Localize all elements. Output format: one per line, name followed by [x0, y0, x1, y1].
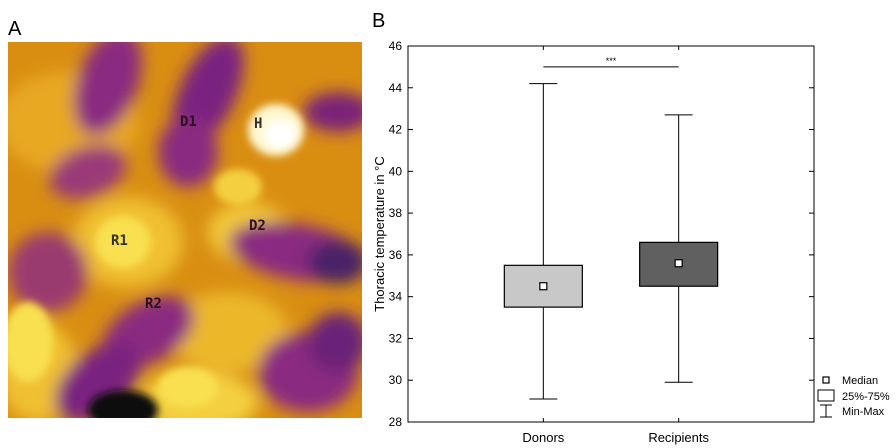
y-tick-label-30: 30 — [389, 373, 403, 387]
boxplot-chart: 28 30 32 34 36 38 40 42 44 46 Donors Recipients *** T… — [372, 39, 890, 445]
y-tick-label-46: 46 — [389, 39, 403, 53]
legend-median-symbol — [822, 376, 830, 384]
y-tick-label-32: 32 — [389, 331, 403, 345]
legend-iqr-label: 25%-75% — [842, 391, 890, 403]
y-tick-label-28: 28 — [389, 415, 403, 429]
recipients-category-label: Recipients — [648, 430, 709, 445]
thermal-label-r2: R2 — [145, 296, 162, 312]
y-tick-label-36: 36 — [389, 248, 403, 262]
y-tick-label-42: 42 — [389, 123, 403, 137]
y-tick-label-44: 44 — [389, 81, 403, 95]
y-tick-label-38: 38 — [389, 206, 403, 220]
legend-minmax-label: Min-Max — [842, 406, 885, 418]
thermal-label-h: H — [254, 116, 263, 132]
legend-iqr-symbol — [817, 389, 835, 402]
panel-a-letter: A — [8, 18, 22, 40]
y-tick-label-40: 40 — [389, 164, 403, 178]
thermal-label-d2: D2 — [249, 218, 266, 234]
y-axis-label: Thoracic temperature in °C — [372, 156, 387, 311]
thermal-label-r1: R1 — [111, 233, 128, 249]
y-tick-label-34: 34 — [389, 290, 403, 304]
donors-median-marker — [539, 282, 548, 291]
thermal-image-graphic — [8, 42, 362, 418]
panel-b-letter: B — [372, 10, 386, 32]
thermal-label-d1: D1 — [180, 114, 197, 130]
thermal-image: D1 H D2 R1 R2 — [8, 42, 362, 418]
significance-label: *** — [606, 56, 617, 66]
legend-median-label: Median — [842, 375, 878, 387]
donors-category-label: Donors — [522, 430, 564, 445]
plot-frame — [407, 45, 815, 423]
recipients-median-marker — [674, 259, 683, 268]
